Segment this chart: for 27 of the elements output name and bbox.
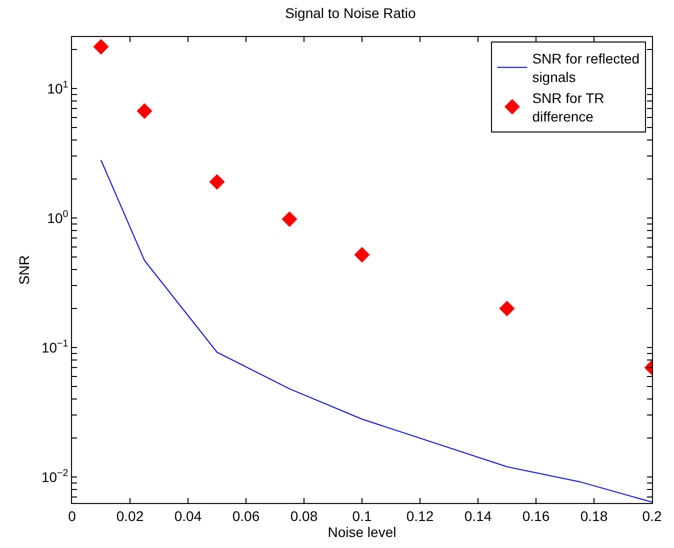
y-tick-label: 10$^{−2}$ [41, 468, 68, 485]
point [209, 174, 225, 190]
y-tick-label: 10$^{−1}$ [41, 338, 68, 356]
x-tick-label: 0.08 [290, 508, 318, 524]
point [136, 103, 152, 119]
point [93, 39, 109, 55]
x-tick-label: 0.02 [116, 508, 144, 524]
point [282, 211, 298, 227]
legend-label: SNR for reflected signals [532, 50, 640, 85]
y-tick-label: 10$^{0}$ [47, 209, 69, 226]
line-series [100, 160, 652, 503]
x-tick-label: 0.06 [232, 508, 260, 524]
x-tick-label: 0.12 [406, 508, 434, 524]
chart-title: Signal to Noise Ratio [285, 5, 416, 22]
x-tick-label: 0.04 [174, 508, 202, 524]
point [499, 300, 515, 316]
x-tick-label: 0.18 [580, 508, 608, 524]
x-axis-title: Noise level [328, 524, 396, 540]
x-tick-label: 0 [68, 508, 76, 524]
x-tick-label: 0.1 [352, 508, 372, 524]
y-axis-title: SNR [16, 255, 32, 285]
y-tick-label: 10$^{1}$ [47, 80, 68, 96]
x-tick-label: 0.16 [522, 508, 550, 524]
x-tick-label: 0.2 [642, 508, 662, 524]
point [354, 247, 370, 263]
x-tick-label: 0.14 [464, 508, 492, 524]
legend-label: SNR for TR difference [532, 90, 604, 124]
